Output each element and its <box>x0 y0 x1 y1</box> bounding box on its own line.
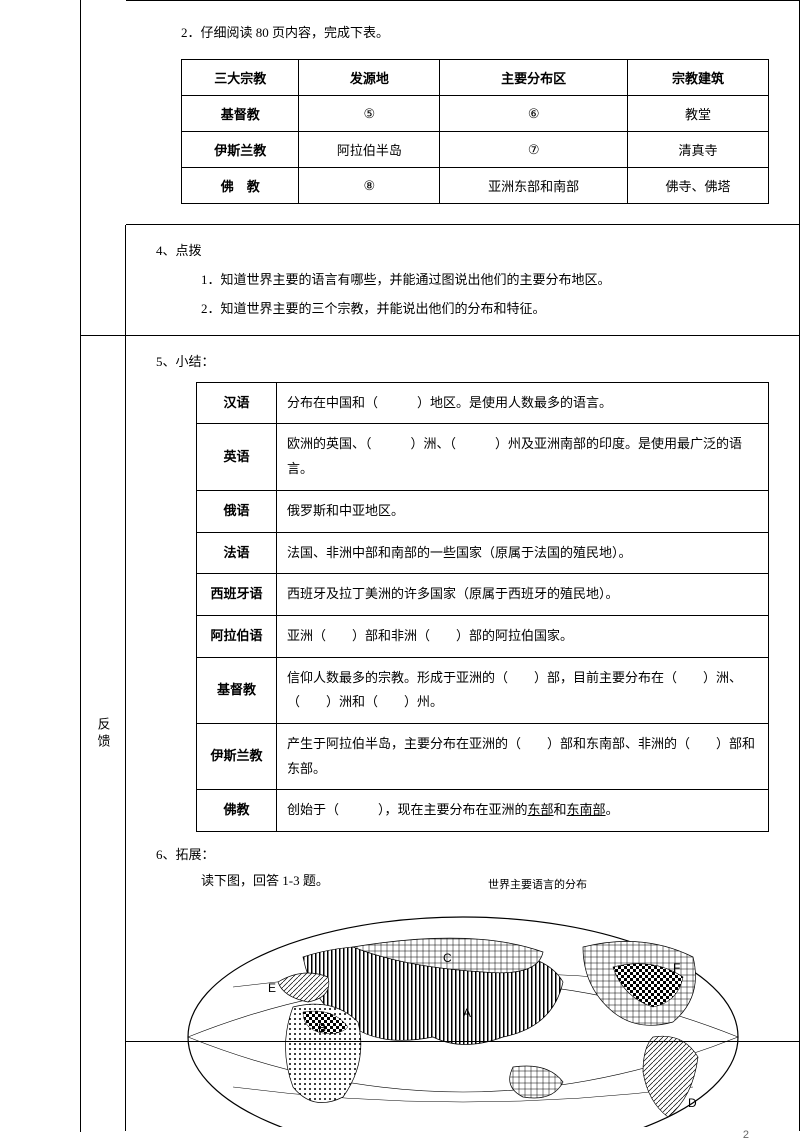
side-label-text: 反馈 <box>94 717 113 751</box>
cell: 阿拉伯半岛 <box>299 132 440 168</box>
summary-table: 汉语分布在中国和（ ）地区。是使用人数最多的语言。 英语欧洲的英国、（ ）洲、（… <box>196 382 769 832</box>
section-title: 5、小结： <box>156 348 769 377</box>
instruction-text: 2．仔细阅读 80 页内容，完成下表。 <box>181 21 769 44</box>
cell: 伊斯兰教 <box>182 132 299 168</box>
desc-cell: 分布在中国和（ ）地区。是使用人数最多的语言。 <box>277 382 769 424</box>
desc-cell: 欧洲的英国、（ ）洲、（ ）州及亚洲南部的印度。是使用最广泛的语言。 <box>277 424 769 490</box>
col-header: 发源地 <box>299 60 440 96</box>
cell: 基督教 <box>182 96 299 132</box>
table-row: 伊斯兰教 阿拉伯半岛 ⑦ 清真寺 <box>182 132 769 168</box>
text-span: 和 <box>554 802 567 817</box>
svg-text:A: A <box>463 1006 471 1020</box>
text-span: 。 <box>606 802 619 817</box>
svg-text:B: B <box>318 1021 326 1035</box>
dianbo-section: 4、点拨 1．知道世界主要的语言有哪些，并能通过图说出他们的主要分布地区。 2．… <box>81 225 800 336</box>
table-row: 佛 教 ⑧ 亚洲东部和南部 佛寺、佛塔 <box>182 168 769 204</box>
page-container: 2．仔细阅读 80 页内容，完成下表。 三大宗教 发源地 主要分布区 宗教建筑 … <box>80 0 800 1132</box>
feedback-section: 反馈 5、小结： 汉语分布在中国和（ ）地区。是使用人数最多的语言。 英语欧洲的… <box>81 336 800 1131</box>
question-text: 读下图，回答 1-3 题。 <box>156 868 329 894</box>
cell: 佛寺、佛塔 <box>628 168 769 204</box>
cell: ⑦ <box>440 132 628 168</box>
table-row: 伊斯兰教产生于阿拉伯半岛，主要分布在亚洲的（ ）部和东南部、非洲的（ ）部和东部… <box>197 723 769 789</box>
side-label-empty <box>81 225 126 335</box>
page-number: 2 <box>743 1129 749 1141</box>
cell: 清真寺 <box>628 132 769 168</box>
section-title: 4、点拨 <box>156 237 769 266</box>
lang-cell: 汉语 <box>197 382 277 424</box>
lang-cell: 西班牙语 <box>197 574 277 616</box>
map-title: 世界主要语言的分布 <box>306 876 769 892</box>
svg-text:E: E <box>268 981 276 995</box>
cell: ⑥ <box>440 96 628 132</box>
lang-cell: 法语 <box>197 532 277 574</box>
col-header: 宗教建筑 <box>628 60 769 96</box>
table-row: 三大宗教 发源地 主要分布区 宗教建筑 <box>182 60 769 96</box>
table-row: 俄语俄罗斯和中亚地区。 <box>197 490 769 532</box>
desc-cell: 产生于阿拉伯半岛，主要分布在亚洲的（ ）部和东南部、非洲的（ ）部和东部。 <box>277 723 769 789</box>
cell: 佛 教 <box>182 168 299 204</box>
table-row: 英语欧洲的英国、（ ）洲、（ ）州及亚洲南部的印度。是使用最广泛的语言。 <box>197 424 769 490</box>
table-row: 西班牙语西班牙及拉丁美洲的许多国家（原属于西班牙的殖民地）。 <box>197 574 769 616</box>
table-row: 基督教 ⑤ ⑥ 教堂 <box>182 96 769 132</box>
lang-cell: 阿拉伯语 <box>197 615 277 657</box>
cell: 教堂 <box>628 96 769 132</box>
table-row: 汉语分布在中国和（ ）地区。是使用人数最多的语言。 <box>197 382 769 424</box>
table-row: 基督教信仰人数最多的宗教。形成于亚洲的（ ）部，目前主要分布在（ ）洲、（ ）洲… <box>197 657 769 723</box>
map-svg: C A B E F D <box>183 897 743 1127</box>
lang-cell: 俄语 <box>197 490 277 532</box>
text-span: 创始于（ ），现在主要分布在亚洲的 <box>287 802 528 817</box>
lang-cell: 伊斯兰教 <box>197 723 277 789</box>
lang-cell: 佛教 <box>197 790 277 832</box>
col-header: 主要分布区 <box>440 60 628 96</box>
desc-cell: 创始于（ ），现在主要分布在亚洲的东部和东南部。 <box>277 790 769 832</box>
table-row: 佛教 创始于（ ），现在主要分布在亚洲的东部和东南部。 <box>197 790 769 832</box>
desc-cell: 法国、非洲中部和南部的一些国家（原属于法国的殖民地）。 <box>277 532 769 574</box>
lang-cell: 英语 <box>197 424 277 490</box>
desc-cell: 西班牙及拉丁美洲的许多国家（原属于西班牙的殖民地）。 <box>277 574 769 616</box>
extension-section: 6、拓展： 读下图，回答 1-3 题。 世界主要语言的分布 <box>156 832 769 1131</box>
svg-text:D: D <box>688 1096 697 1110</box>
desc-cell: 俄罗斯和中亚地区。 <box>277 490 769 532</box>
cell: ⑧ <box>299 168 440 204</box>
desc-cell: 信仰人数最多的宗教。形成于亚洲的（ ）部，目前主要分布在（ ）洲、（ ）洲和（ … <box>277 657 769 723</box>
side-label-feedback: 反馈 <box>81 336 126 1131</box>
dianbo-line: 2．知道世界主要的三个宗教，并能说出他们的分布和特征。 <box>156 295 769 324</box>
cell: 亚洲东部和南部 <box>440 168 628 204</box>
col-header: 三大宗教 <box>182 60 299 96</box>
svg-text:C: C <box>443 951 452 965</box>
dianbo-line: 1．知道世界主要的语言有哪些，并能通过图说出他们的主要分布地区。 <box>156 266 769 295</box>
underline-text: 东部 <box>528 802 554 817</box>
world-map: C A B E F D 2 <box>156 897 769 1131</box>
dianbo-content: 4、点拨 1．知道世界主要的语言有哪些，并能通过图说出他们的主要分布地区。 2．… <box>126 225 799 335</box>
desc-cell: 亚洲（ ）部和非洲（ ）部的阿拉伯国家。 <box>277 615 769 657</box>
underline-text: 东南部 <box>567 802 606 817</box>
religions-section: 2．仔细阅读 80 页内容，完成下表。 三大宗教 发源地 主要分布区 宗教建筑 … <box>126 0 800 225</box>
svg-text:F: F <box>673 961 680 975</box>
feedback-content: 5、小结： 汉语分布在中国和（ ）地区。是使用人数最多的语言。 英语欧洲的英国、… <box>126 336 799 1131</box>
table-row: 法语法国、非洲中部和南部的一些国家（原属于法国的殖民地）。 <box>197 532 769 574</box>
religions-table: 三大宗教 发源地 主要分布区 宗教建筑 基督教 ⑤ ⑥ 教堂 伊斯兰教 阿拉伯半… <box>181 59 769 204</box>
section-title: 6、拓展： <box>156 842 769 868</box>
cell: ⑤ <box>299 96 440 132</box>
table-row: 阿拉伯语亚洲（ ）部和非洲（ ）部的阿拉伯国家。 <box>197 615 769 657</box>
lang-cell: 基督教 <box>197 657 277 723</box>
